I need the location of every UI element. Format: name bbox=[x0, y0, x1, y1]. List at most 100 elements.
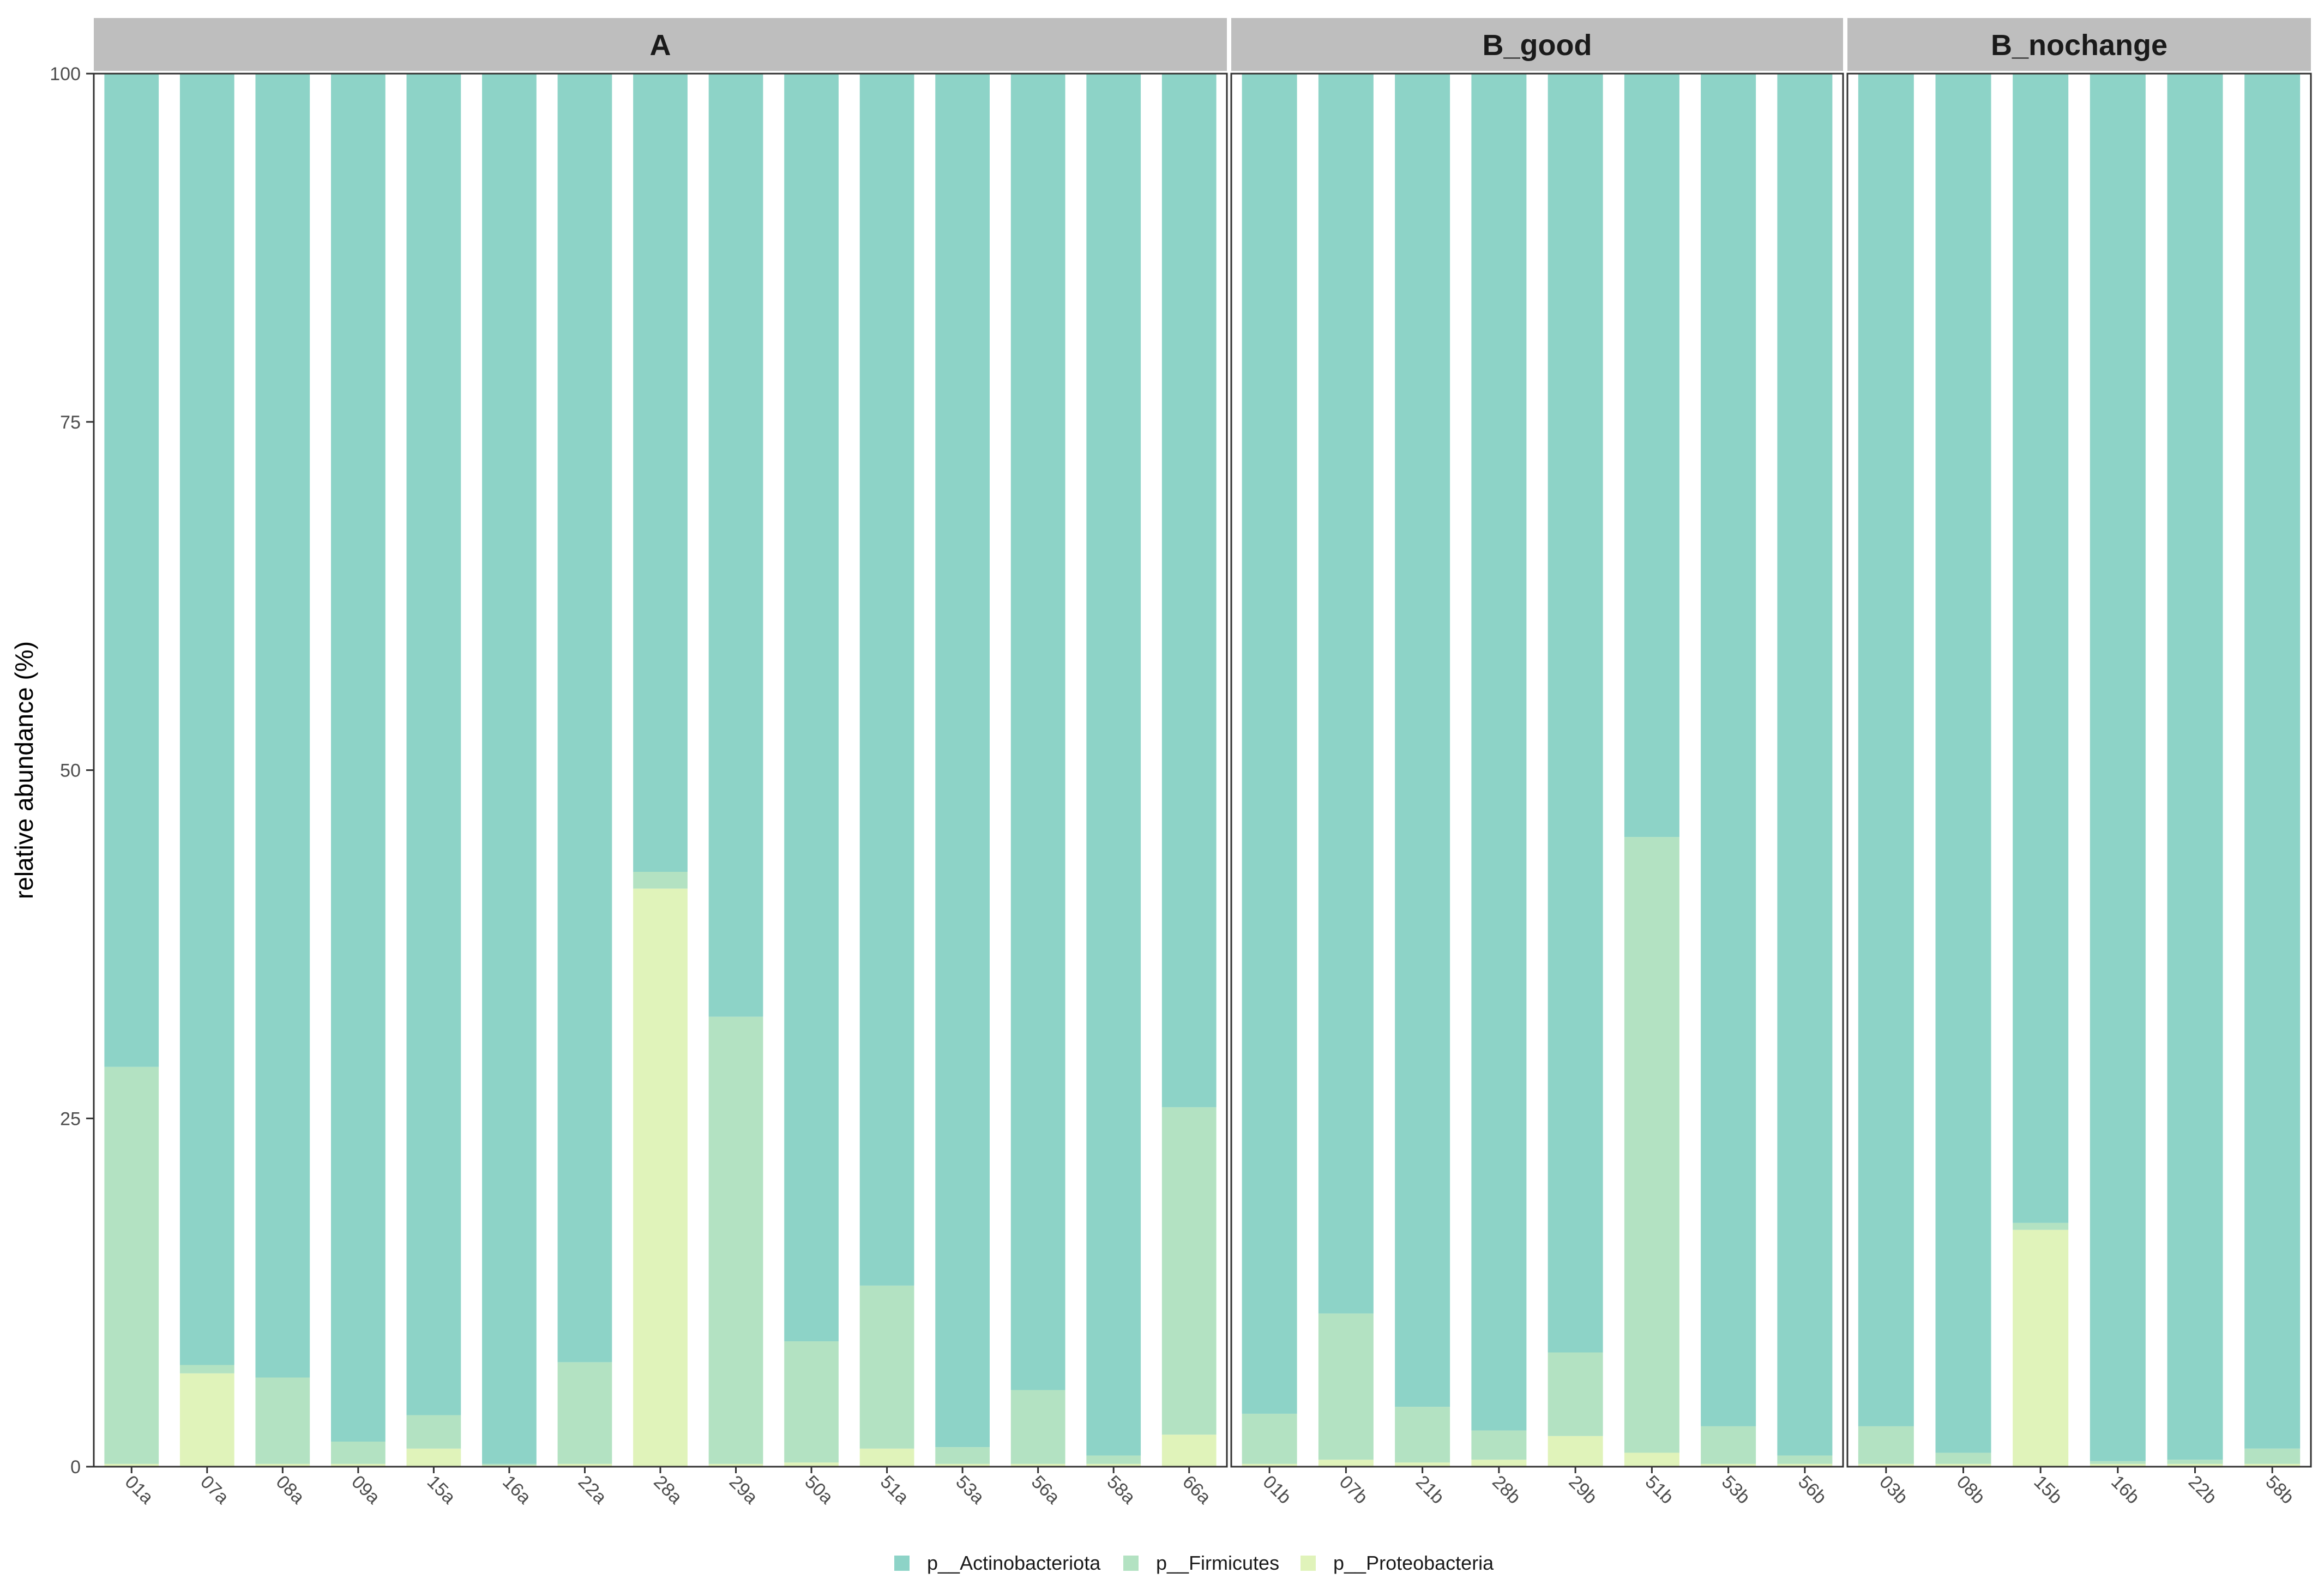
bar-segment bbox=[1318, 1460, 1374, 1467]
bar-segment bbox=[633, 74, 688, 872]
bar-segment bbox=[633, 872, 688, 889]
x-tick-label: 01b bbox=[1259, 1472, 1295, 1508]
bar-segment bbox=[1701, 74, 1756, 1426]
x-tick-label: 58b bbox=[2262, 1472, 2298, 1508]
bar-segment bbox=[557, 1463, 612, 1467]
bar-segment bbox=[2167, 74, 2223, 1460]
x-tick-label: 29b bbox=[1564, 1472, 1601, 1508]
y-tick-label: 0 bbox=[70, 1457, 81, 1478]
bar-segment bbox=[2013, 74, 2069, 1223]
bar-segment bbox=[1395, 1462, 1450, 1467]
bar-segment bbox=[935, 1463, 990, 1467]
x-tick-label: 50a bbox=[800, 1472, 837, 1508]
bar-segment bbox=[1471, 74, 1527, 1431]
legend: p__Actinobacteriota p__Firmicutes p__Prote… bbox=[894, 1552, 1494, 1574]
bar-segment bbox=[406, 1415, 461, 1449]
bar-segment bbox=[2244, 1448, 2301, 1464]
bar-segment bbox=[935, 1447, 990, 1464]
x-tick-label: 21b bbox=[1412, 1472, 1448, 1508]
bar-segment bbox=[179, 1373, 234, 1467]
x-tick-label: 28a bbox=[649, 1472, 686, 1508]
x-tick-label: 03b bbox=[1875, 1472, 1912, 1508]
bar-segment bbox=[1161, 1435, 1217, 1467]
bar-segment bbox=[2167, 1463, 2223, 1467]
bar-segment bbox=[1395, 74, 1450, 1407]
bar-segment bbox=[859, 74, 914, 1286]
x-tick-label: 56a bbox=[1027, 1472, 1064, 1508]
bar-segment bbox=[1624, 74, 1679, 837]
bar-segment bbox=[1935, 1453, 1991, 1464]
bar-segment bbox=[1010, 1390, 1065, 1464]
x-tick-label: 16b bbox=[2107, 1472, 2144, 1508]
bar-segment bbox=[708, 1463, 763, 1467]
facet-strip-label: B_good bbox=[1483, 29, 1592, 62]
y-axis: 0 25 50 75 100 bbox=[50, 64, 94, 1478]
bar-segment bbox=[557, 1362, 612, 1464]
bar-segment bbox=[1471, 1430, 1527, 1460]
y-axis-title: relative abundance (%) bbox=[10, 641, 38, 899]
facet-strip-label: B_nochange bbox=[1991, 29, 2168, 62]
x-tick-label: 66a bbox=[1178, 1472, 1215, 1508]
bar-segment bbox=[1161, 1107, 1217, 1435]
bar-segment bbox=[104, 1463, 159, 1467]
bar-segment bbox=[1858, 1426, 1914, 1464]
bar-segment bbox=[330, 1463, 386, 1467]
bar-segment bbox=[1548, 1352, 1603, 1436]
bar-segment bbox=[1086, 74, 1141, 1456]
bar-segment bbox=[1318, 1313, 1374, 1460]
x-tick-label: 07a bbox=[196, 1472, 233, 1508]
x-tick-label: 01a bbox=[121, 1472, 158, 1508]
bar-segment bbox=[104, 74, 159, 1067]
bar-segment bbox=[935, 74, 990, 1448]
bar-segment bbox=[2244, 74, 2301, 1449]
bar-segment bbox=[557, 74, 612, 1363]
bar-segment bbox=[1242, 1413, 1297, 1464]
bar-segment bbox=[2090, 1463, 2146, 1467]
x-tick-label: 07b bbox=[1335, 1472, 1372, 1508]
bar-segment bbox=[179, 1365, 234, 1373]
bar-segment bbox=[1701, 1426, 1756, 1464]
legend-label: p__Actinobacteriota bbox=[927, 1552, 1101, 1574]
x-tick-label: 15a bbox=[423, 1472, 460, 1508]
bar-segment bbox=[482, 74, 537, 1464]
x-tick-label: 51a bbox=[876, 1472, 913, 1508]
x-tick-label: 53a bbox=[952, 1472, 988, 1508]
x-tick-label: 56b bbox=[1794, 1472, 1831, 1508]
bar-segment bbox=[1935, 74, 1991, 1453]
x-tick-label: 09a bbox=[347, 1472, 384, 1508]
bar-segment bbox=[1935, 1463, 1991, 1467]
x-tick-label: 22b bbox=[2184, 1472, 2221, 1508]
legend-key bbox=[1301, 1556, 1316, 1571]
x-tick-label: 29a bbox=[725, 1472, 762, 1508]
panel-border bbox=[1846, 73, 2312, 1468]
bar-segment bbox=[2013, 1222, 2069, 1230]
bar-segment bbox=[2090, 1461, 2146, 1464]
bar-segment bbox=[708, 74, 763, 1017]
x-tick-label: 51b bbox=[1641, 1472, 1678, 1508]
bar-segment bbox=[2090, 74, 2146, 1461]
panel-border bbox=[1230, 73, 1844, 1468]
bar-segment bbox=[255, 74, 310, 1378]
bar-segment bbox=[1010, 1463, 1065, 1467]
bar-segment bbox=[859, 1285, 914, 1449]
bar-segment bbox=[255, 1463, 310, 1467]
facet-panel-a: A 01a 07a 08a 09a 15a 16a 22a 28a 29a 50a 51a 53a 56a… bbox=[93, 18, 1228, 1508]
bar-segment bbox=[1086, 1463, 1141, 1467]
bar-segment bbox=[482, 1463, 537, 1466]
facet-strip bbox=[1847, 18, 2311, 71]
facet-strip-label: A bbox=[650, 29, 671, 62]
bar-segment bbox=[179, 74, 234, 1365]
bar-segment bbox=[1010, 74, 1065, 1390]
facet-strip bbox=[94, 18, 1227, 71]
bar-segment bbox=[1242, 74, 1297, 1414]
bar-segment bbox=[1395, 1407, 1450, 1463]
x-tick-label: 58a bbox=[1103, 1472, 1140, 1508]
legend-key bbox=[894, 1556, 910, 1571]
x-tick-label: 16a bbox=[498, 1472, 535, 1508]
bar-segment bbox=[330, 74, 386, 1442]
x-tick-label: 08a bbox=[272, 1472, 309, 1508]
bar-segment bbox=[784, 1341, 839, 1463]
legend-key bbox=[1123, 1556, 1139, 1571]
bar-segment bbox=[1624, 1453, 1679, 1467]
